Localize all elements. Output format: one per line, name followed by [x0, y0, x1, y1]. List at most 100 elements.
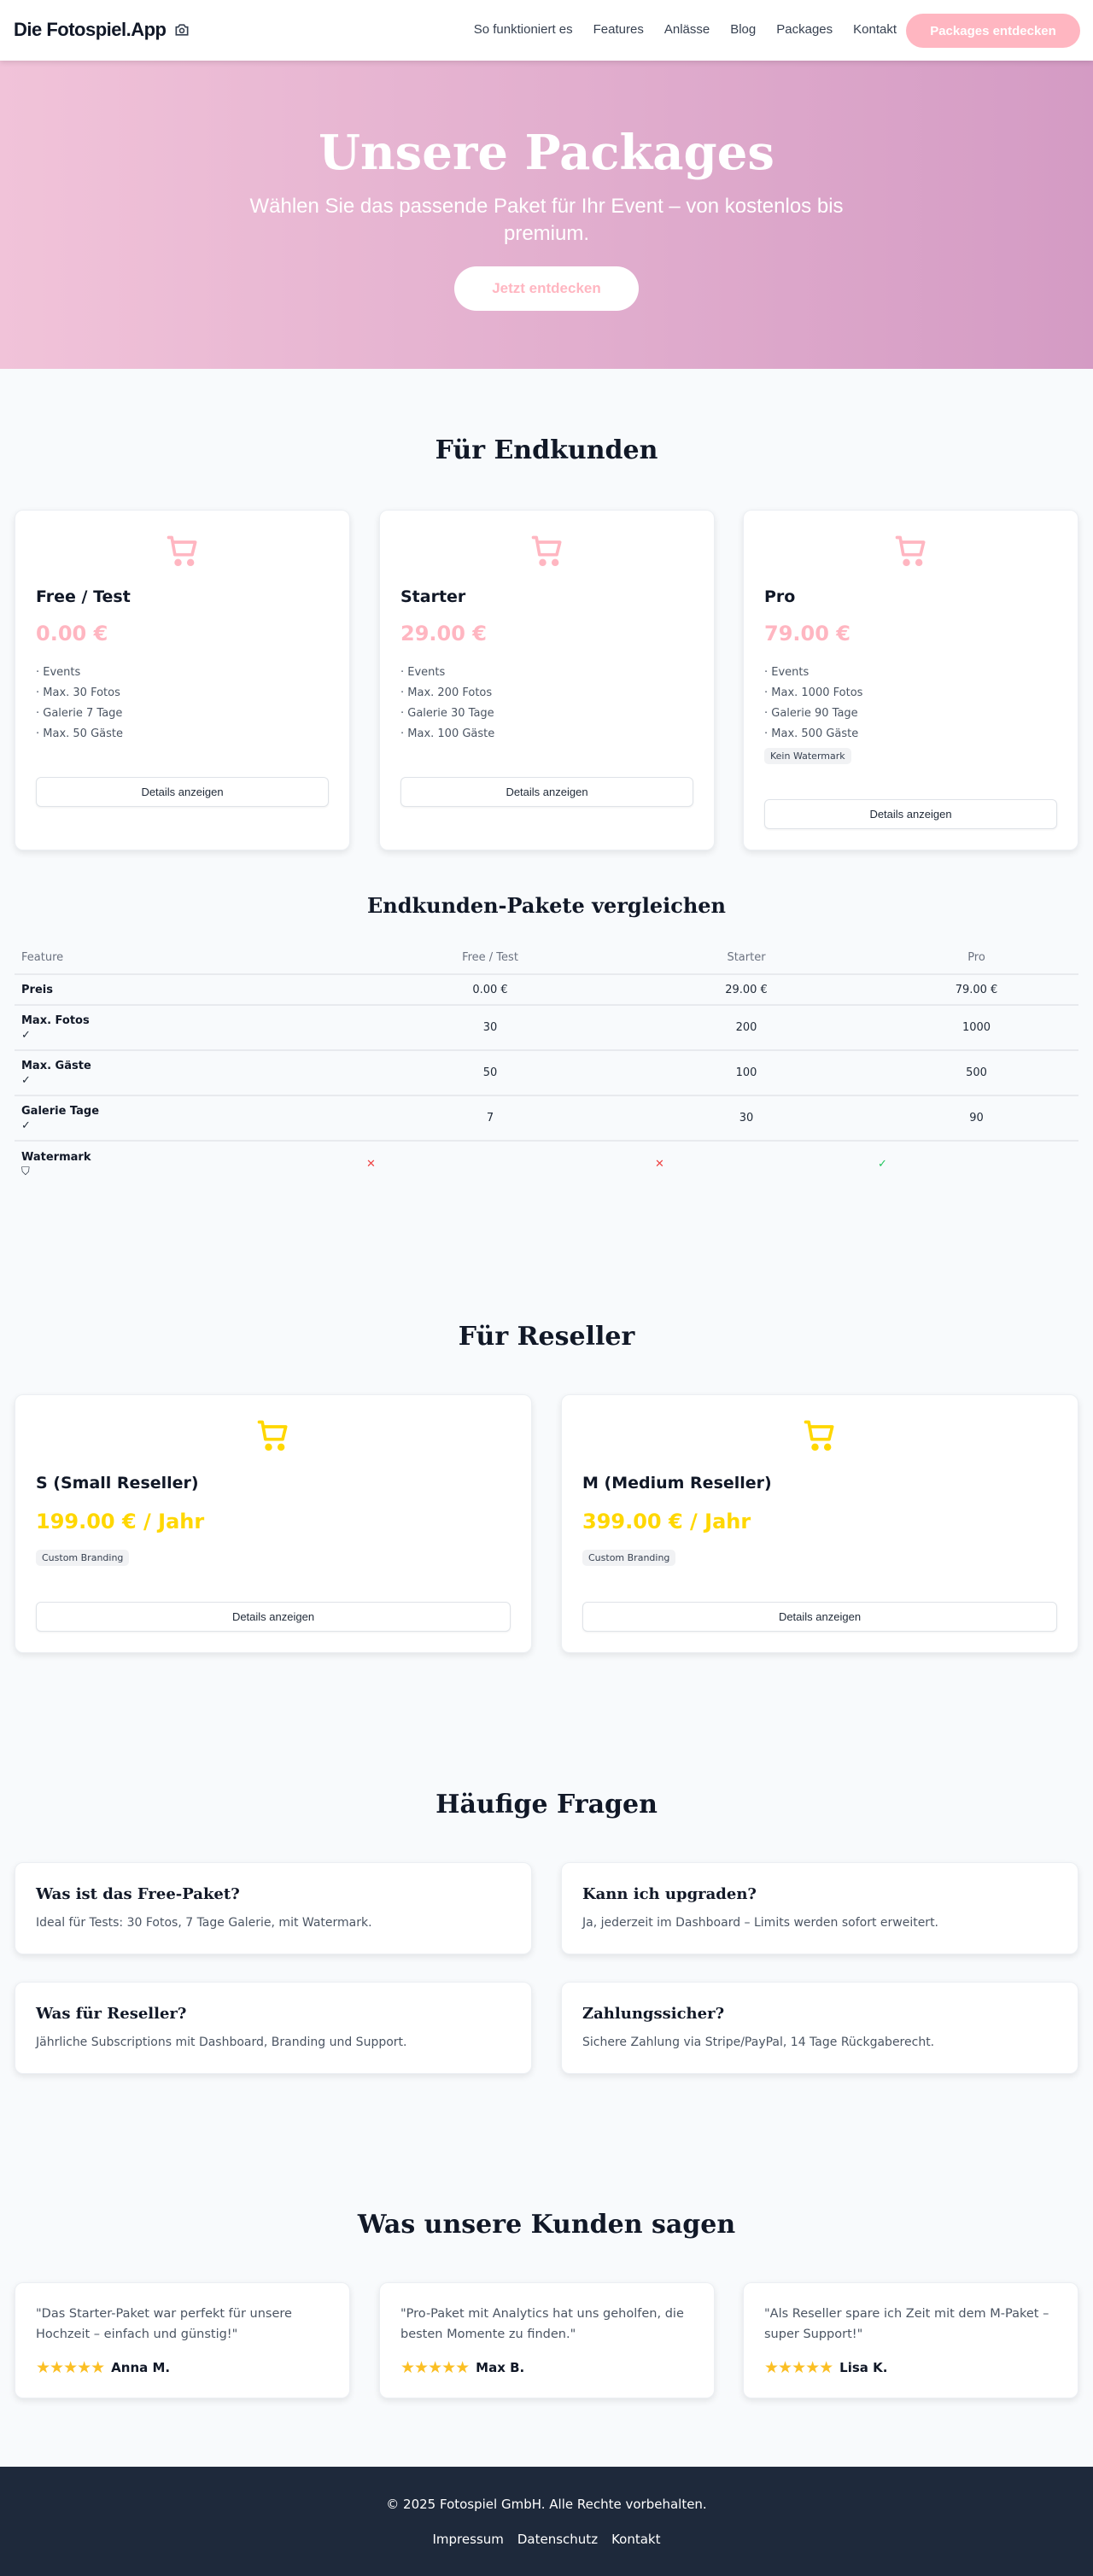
- table-row: Watermark ⛉ ✕ ✕ ✓: [15, 1141, 1078, 1187]
- package-name: Starter: [400, 587, 466, 606]
- feature-item: · Max. 500 Gäste: [764, 727, 859, 740]
- check-icon: ✓: [878, 1158, 887, 1171]
- value-cell: 50: [362, 1050, 618, 1096]
- faq-answer: Jährliche Subscriptions mit Dashboard, B…: [36, 2036, 407, 2049]
- faq-card: Zahlungssicher? Sichere Zahlung via Stri…: [561, 1982, 1078, 2074]
- nav-link-features[interactable]: Features: [593, 22, 644, 37]
- faq-answer: Sichere Zahlung via Stripe/PayPal, 14 Ta…: [582, 2036, 935, 2049]
- faq-heading: Häufige Fragen: [435, 1790, 658, 1820]
- feature-item: · Galerie 7 Tage: [36, 707, 123, 720]
- value-cell: ✕: [618, 1141, 874, 1187]
- col-header-feature: Feature: [15, 942, 362, 975]
- value-cell: ✕: [362, 1141, 618, 1187]
- value-cell: 30: [362, 1005, 618, 1051]
- package-card: Starter 29.00 € · Events · Max. 200 Fotos ·…: [379, 510, 715, 850]
- testimonials-heading: Was unsere Kunden sagen: [357, 2210, 736, 2240]
- cart-icon: [257, 1420, 288, 1452]
- package-price: 29.00 €: [400, 622, 487, 645]
- details-button[interactable]: Details anzeigen: [36, 777, 329, 807]
- x-icon: ✕: [366, 1158, 376, 1171]
- star-rating-icon: ★★★★★: [36, 2358, 105, 2377]
- jetzt-entdecken-button[interactable]: Jetzt entdecken: [454, 266, 639, 311]
- hero: Unsere Packages Wählen Sie das passende …: [0, 61, 1093, 369]
- value-cell: ✓: [874, 1141, 1078, 1187]
- nav-link-so-funktioniert-es[interactable]: So funktioniert es: [473, 22, 573, 37]
- cart-icon: [895, 535, 925, 567]
- testimonial-quote: "Das Starter-Paket war perfekt für unser…: [36, 2307, 292, 2341]
- nav-link-anlaesse[interactable]: Anlässe: [663, 22, 710, 37]
- package-price: 399.00 € / Jahr: [582, 1510, 751, 1533]
- testimonial-quote: "Pro-Paket mit Analytics hat uns geholfe…: [400, 2307, 684, 2341]
- faq-answer: Ja, jederzeit im Dashboard – Limits werd…: [582, 1916, 939, 1930]
- value-cell: 200: [618, 1005, 874, 1051]
- col-header-pro: Pro: [874, 942, 1078, 975]
- shield-icon: ⛉: [21, 1165, 30, 1178]
- value-cell: 500: [874, 1050, 1078, 1096]
- nav-link-blog[interactable]: Blog: [730, 22, 757, 37]
- feature-badge: Custom Branding: [36, 1550, 130, 1566]
- value-cell: 30: [618, 1095, 874, 1142]
- faq-question: Was ist das Free-Paket?: [36, 1885, 240, 1903]
- feature-item: · Max. 200 Fotos: [400, 686, 493, 699]
- value-cell: 0.00 €: [362, 974, 618, 1006]
- top-nav: Die Fotospiel.App So funktioniert es Fea…: [0, 0, 1093, 61]
- faq-question: Was für Reseller?: [36, 2005, 187, 2023]
- table-header-row: Feature Free / Test Starter Pro: [15, 942, 1078, 975]
- reseller-card: M (Medium Reseller) 399.00 € / Jahr Cust…: [561, 1394, 1078, 1653]
- reseller-heading: Für Reseller: [458, 1322, 635, 1352]
- packages-entdecken-button[interactable]: Packages entdecken: [906, 14, 1080, 48]
- footer-link-kontakt[interactable]: Kontakt: [611, 2532, 661, 2547]
- feature-cell: Max. Fotos ✓: [15, 1005, 362, 1051]
- feature-cell: Galerie Tage ✓: [15, 1095, 362, 1142]
- testimonial-quote: "Als Reseller spare ich Zeit mit dem M-P…: [764, 2307, 1049, 2341]
- nav-link-packages[interactable]: Packages: [776, 22, 833, 37]
- feature-badge: Kein Watermark: [764, 748, 851, 764]
- details-button[interactable]: Details anzeigen: [400, 777, 693, 807]
- feature-item: · Events: [764, 666, 810, 679]
- compare-table: Feature Free / Test Starter Pro Preis 0.0…: [15, 942, 1078, 1187]
- footer-link-datenschutz[interactable]: Datenschutz: [517, 2532, 599, 2547]
- testimonial-card: "Als Reseller spare ich Zeit mit dem M-P…: [743, 2282, 1078, 2398]
- feature-item: · Max. 1000 Fotos: [764, 686, 863, 699]
- package-card: Free / Test 0.00 € · Events · Max. 30 Foto…: [15, 510, 350, 850]
- logo-text: Die Fotospiel.App: [14, 19, 167, 40]
- feature-item: · Galerie 30 Tage: [400, 707, 494, 720]
- feature-badge: Custom Branding: [582, 1550, 676, 1566]
- feature-item: · Max. 30 Fotos: [36, 686, 120, 699]
- testimonial-card: "Das Starter-Paket war perfekt für unser…: [15, 2282, 350, 2398]
- feature-item: · Galerie 90 Tage: [764, 707, 858, 720]
- cart-icon: [804, 1420, 834, 1452]
- cart-icon: [531, 535, 561, 567]
- x-icon: ✕: [655, 1158, 664, 1171]
- faq-card: Was ist das Free-Paket? Ideal für Tests:…: [15, 1862, 532, 1954]
- col-header-free: Free / Test: [362, 942, 618, 975]
- feature-item: · Events: [36, 666, 81, 679]
- logo[interactable]: Die Fotospiel.App: [14, 19, 190, 41]
- package-price: 0.00 €: [36, 622, 108, 645]
- table-row: Max. Gäste ✓ 50 100 500: [15, 1050, 1078, 1096]
- feature-item: · Max. 100 Gäste: [400, 727, 495, 740]
- package-name: M (Medium Reseller): [582, 1474, 772, 1492]
- cart-icon: [167, 535, 196, 567]
- nav-links: So funktioniert es Features Anlässe Blog…: [474, 22, 897, 37]
- package-price: 199.00 € / Jahr: [36, 1510, 205, 1533]
- package-card: Pro 79.00 € · Events · Max. 1000 Fotos · Ga…: [743, 510, 1078, 850]
- nav-link-kontakt[interactable]: Kontakt: [853, 22, 897, 37]
- feature-item: · Max. 50 Gäste: [36, 727, 123, 740]
- check-icon: ✓: [21, 1028, 31, 1042]
- value-cell: 100: [618, 1050, 874, 1096]
- details-button[interactable]: Details anzeigen: [764, 799, 1057, 829]
- endkunden-heading: Für Endkunden: [435, 435, 658, 465]
- package-name: Free / Test: [36, 587, 131, 606]
- faq-question: Kann ich upgraden?: [582, 1885, 757, 1903]
- feature-cell: Max. Gäste ✓: [15, 1050, 362, 1096]
- star-rating-icon: ★★★★★: [764, 2358, 833, 2377]
- details-button[interactable]: Details anzeigen: [582, 1602, 1057, 1632]
- table-row: Galerie Tage ✓ 7 30 90: [15, 1095, 1078, 1142]
- details-button[interactable]: Details anzeigen: [36, 1602, 511, 1632]
- faq-card: Was für Reseller? Jährliche Subscription…: [15, 1982, 532, 2074]
- value-cell: 79.00 €: [874, 974, 1078, 1006]
- value-cell: 90: [874, 1095, 1078, 1142]
- footer-link-impressum[interactable]: Impressum: [432, 2532, 504, 2547]
- faq-answer: Ideal für Tests: 30 Fotos, 7 Tage Galeri…: [36, 1916, 372, 1930]
